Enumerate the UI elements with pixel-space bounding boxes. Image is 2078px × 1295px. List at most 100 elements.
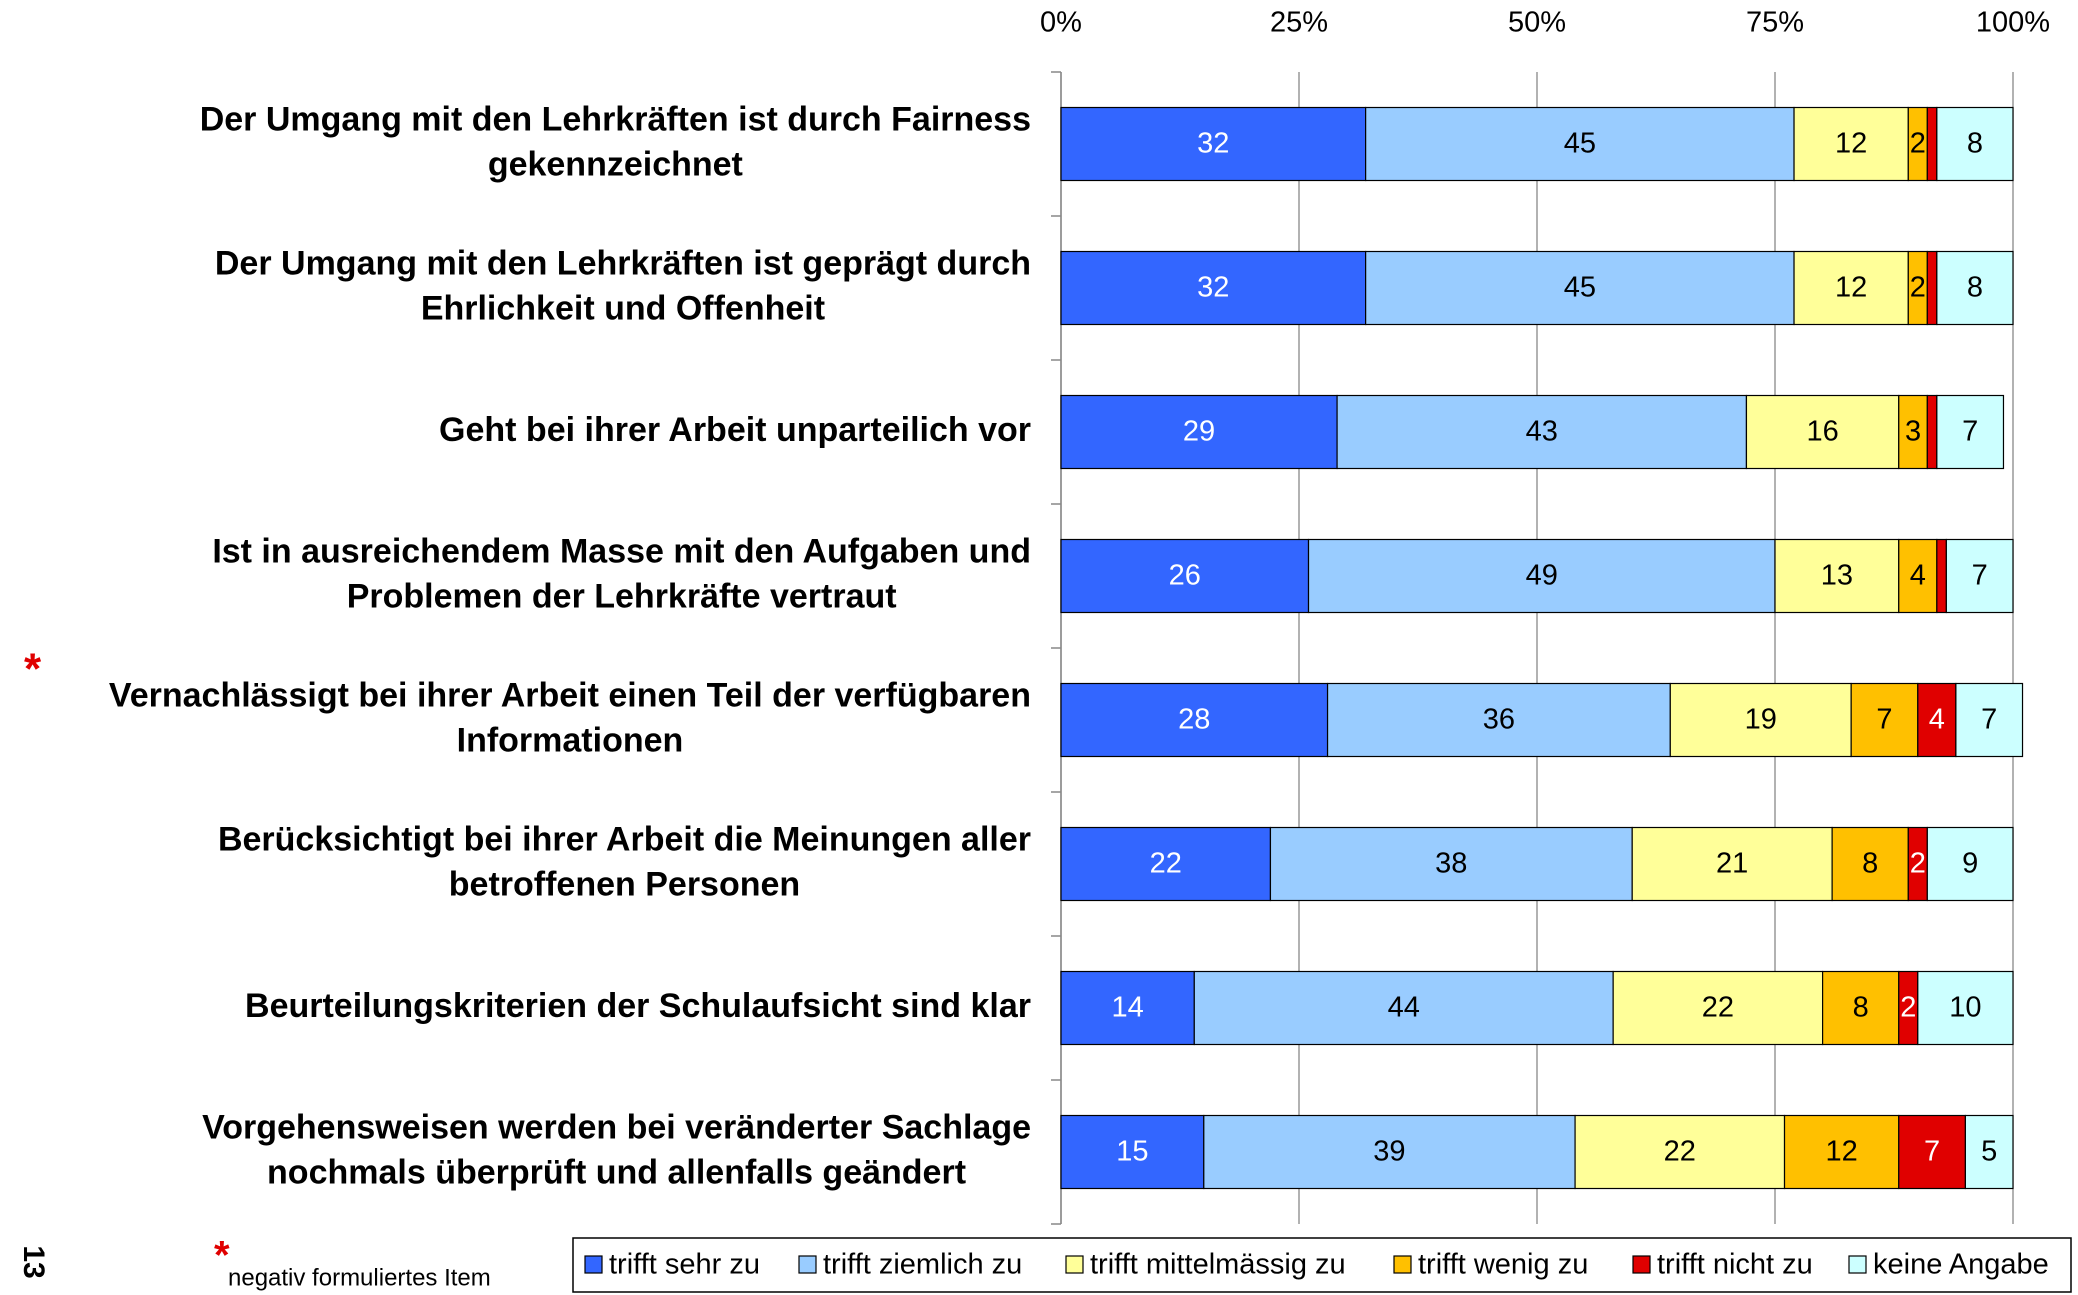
x-tick-label: 100% — [1976, 7, 2050, 39]
bar-segment — [1574, 1114, 1786, 1190]
bar-segment — [1936, 106, 2014, 182]
bar-segment — [1926, 250, 1938, 326]
bar-segment — [1060, 538, 1310, 614]
value-label: 2 — [1910, 848, 1926, 880]
value-label: 2 — [1910, 272, 1926, 304]
bar-segment — [1774, 538, 1900, 614]
x-tick-label: 75% — [1746, 7, 1804, 39]
bar-segment — [1917, 682, 1957, 758]
value-label: 9 — [1962, 848, 1978, 880]
x-tick-label: 50% — [1508, 7, 1566, 39]
legend-swatch — [1393, 1255, 1412, 1274]
value-label: 22 — [1664, 1136, 1696, 1168]
legend-box — [572, 1237, 2072, 1293]
value-label: 5 — [1981, 1136, 1997, 1168]
value-label: 12 — [1835, 272, 1867, 304]
legend-swatch — [1848, 1255, 1867, 1274]
value-label: 26 — [1169, 560, 1201, 592]
value-label: 39 — [1373, 1136, 1405, 1168]
value-label: 22 — [1150, 848, 1182, 880]
category-label: Der Umgang mit den Lehrkräften ist durch… — [200, 100, 1031, 183]
bar-segment — [1926, 394, 1938, 470]
bar-segment — [1365, 250, 1795, 326]
bar-segment — [1669, 682, 1852, 758]
value-label: 7 — [1962, 416, 1978, 448]
marker: * — [24, 645, 42, 694]
bar-segment — [1193, 970, 1614, 1046]
bar-segment — [1926, 826, 2014, 902]
value-label: 7 — [1924, 1136, 1940, 1168]
value-label: 44 — [1388, 992, 1420, 1024]
legend-label: trifft mittelmässig zu — [1090, 1249, 1346, 1281]
bar-segment — [1964, 1114, 2014, 1190]
value-label: 15 — [1116, 1136, 1148, 1168]
category-label: Vernachlässigt bei ihrer Arbeit einen Te… — [109, 676, 1031, 759]
value-label: 10 — [1949, 992, 1981, 1024]
category-label: Berücksichtigt bei ihrer Arbeit die Mein… — [218, 820, 1031, 903]
value-label: 4 — [1929, 704, 1945, 736]
bar-segment — [1955, 682, 2024, 758]
bar-segment — [1898, 394, 1928, 470]
bar-segment — [1936, 250, 2014, 326]
bar-segment — [1898, 1114, 1967, 1190]
bar-segment — [1821, 970, 1900, 1046]
legend-label: trifft wenig zu — [1418, 1249, 1588, 1281]
value-label: 38 — [1435, 848, 1467, 880]
value-label: 28 — [1178, 704, 1210, 736]
bar-segment — [1936, 538, 1947, 614]
bar-segment — [1793, 250, 1909, 326]
legend-label: keine Angabe — [1873, 1249, 2049, 1281]
legend-label: trifft nicht zu — [1657, 1249, 1813, 1281]
bar-segment — [1060, 682, 1329, 758]
bar-segment — [1831, 826, 1909, 902]
value-label: 12 — [1826, 1136, 1858, 1168]
bar-segment — [1060, 394, 1338, 470]
bar-segment — [1917, 970, 2014, 1046]
x-tick-label: 25% — [1270, 7, 1328, 39]
bar-segment — [1936, 394, 2005, 470]
category-label: Beurteilungskriterien der Schulaufsicht … — [245, 987, 1031, 1025]
legend-swatch — [1632, 1255, 1651, 1274]
bar-segment — [1326, 682, 1671, 758]
bar-segment — [1745, 394, 1900, 470]
value-label: 8 — [1862, 848, 1878, 880]
bar-segment — [1612, 970, 1824, 1046]
value-label: 14 — [1112, 992, 1144, 1024]
bar-segment — [1793, 106, 1909, 182]
legend-label: trifft ziemlich zu — [823, 1249, 1022, 1281]
value-label: 43 — [1526, 416, 1558, 448]
value-label: 8 — [1967, 272, 1983, 304]
bar-segment — [1307, 538, 1776, 614]
bar-segment — [1945, 538, 2014, 614]
category-label: Geht bei ihrer Arbeit unparteilich vor — [439, 411, 1031, 449]
footnote: negativ formuliertes Item — [228, 1264, 491, 1291]
legend-swatch — [584, 1255, 603, 1274]
value-label: 45 — [1564, 128, 1596, 160]
value-label: 7 — [1876, 704, 1892, 736]
legend-swatch — [1065, 1255, 1084, 1274]
bar-segment — [1850, 682, 1919, 758]
value-label: 22 — [1702, 992, 1734, 1024]
value-label: 4 — [1910, 560, 1926, 592]
legend-label: trifft sehr zu — [609, 1249, 760, 1281]
bar-segment — [1631, 826, 1833, 902]
value-label: 8 — [1967, 128, 1983, 160]
bar-segment — [1783, 1114, 1900, 1190]
value-label: 8 — [1853, 992, 1869, 1024]
bar-segment — [1926, 106, 1938, 182]
category-label: Vorgehensweisen werden bei veränderter S… — [202, 1108, 1031, 1191]
value-label: 29 — [1183, 416, 1215, 448]
bar-segment — [1898, 538, 1938, 614]
value-label: 13 — [1821, 560, 1853, 592]
value-label: 3 — [1905, 416, 1921, 448]
x-tick-label: 0% — [1040, 7, 1082, 39]
category-label: Der Umgang mit den Lehrkräften ist geprä… — [215, 244, 1031, 327]
legend-swatch — [798, 1255, 817, 1274]
bar-segment — [1203, 1114, 1576, 1190]
value-label: 32 — [1197, 272, 1229, 304]
value-label: 21 — [1716, 848, 1748, 880]
page-number: 13 — [17, 1245, 50, 1278]
value-label: 7 — [1981, 704, 1997, 736]
bar-segment — [1060, 1114, 1205, 1190]
